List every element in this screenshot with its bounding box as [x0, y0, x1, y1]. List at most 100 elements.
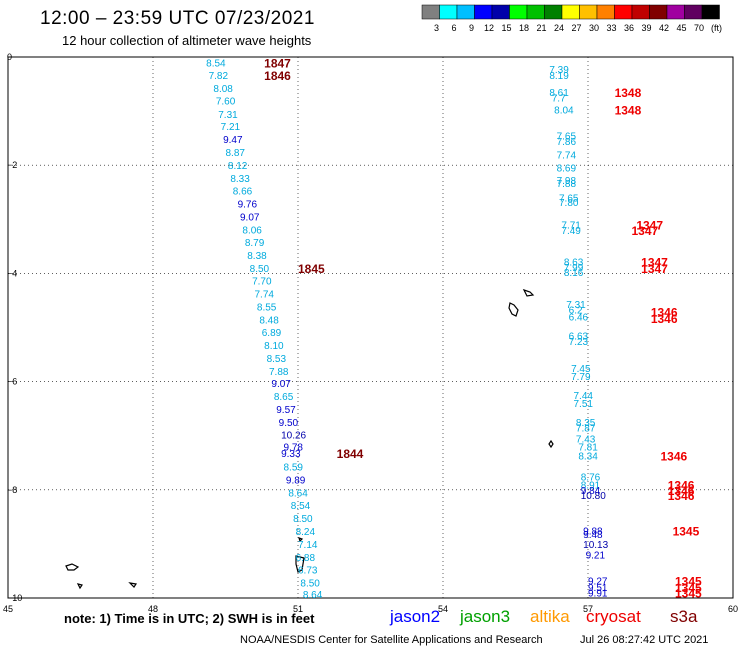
wave-height-value: 7.23 [569, 337, 589, 348]
x-tick-label: 60 [728, 604, 738, 614]
colorbar-label: 24 [554, 23, 564, 33]
wave-height-value: 7.45 [571, 364, 591, 375]
wave-height-value: 9.88 [583, 526, 603, 537]
time-label: 1345 [675, 575, 702, 589]
wave-height-value: 8.08 [213, 84, 233, 95]
colorbar-label: 30 [589, 23, 599, 33]
wave-height-value: 10.26 [281, 431, 306, 442]
colorbar-label: 36 [624, 23, 634, 33]
wave-height-value: 8.79 [245, 238, 265, 249]
colorbar-label: 12 [484, 23, 494, 33]
time-label: 1346 [668, 484, 695, 498]
wave-height-value: 7.86 [557, 137, 577, 148]
wave-height-value: 10.13 [583, 540, 608, 551]
wave-height-value: 8.53 [267, 354, 287, 365]
timestamp-text: Jul 26 08:27:42 UTC 2021 [580, 634, 709, 646]
wave-height-value: 7.88 [557, 179, 577, 190]
wave-height-value: 8.55 [257, 302, 277, 313]
island-outline [76, 583, 83, 590]
page-subtitle: 12 hour collection of altimeter wave hei… [62, 33, 312, 48]
wave-height-value: 7.31 [566, 300, 586, 311]
wave-height-value: 9.91 [588, 589, 608, 600]
wave-height-value: 7.39 [549, 65, 569, 76]
wave-height-value: 7.7 [552, 94, 566, 105]
colorbar-label: 15 [501, 23, 511, 33]
colorbar-label: 39 [641, 23, 651, 33]
island-outline [522, 288, 535, 297]
wave-height-value: 8.63 [564, 257, 584, 268]
wave-height-value: 10.80 [581, 491, 606, 502]
wave-height-value: 7.21 [221, 122, 241, 133]
y-tick-label: −2 [7, 160, 17, 170]
wave-height-value: 8.54 [291, 501, 311, 512]
wave-height-value: 7.31 [218, 110, 238, 121]
wave-height-value: 7.60 [216, 96, 236, 107]
legend-cryosat: cryosat [586, 607, 641, 626]
x-tick-label: 48 [148, 604, 158, 614]
time-label: 1345 [675, 581, 702, 595]
credit-text: NOAA/NESDIS Center for Satellite Applica… [240, 634, 543, 646]
wave-height-value: 8.66 [233, 187, 253, 198]
time-label: 1346 [651, 305, 678, 319]
time-label: 1345 [673, 524, 700, 538]
wave-height-value: 7.14 [298, 540, 318, 551]
colorbar-label: 45 [676, 23, 686, 33]
time-label: 1346 [651, 312, 678, 326]
x-tick-label: 51 [293, 604, 303, 614]
colorbar-swatch [701, 4, 720, 20]
island-outline [295, 555, 305, 573]
wave-height-value: 7.74 [557, 150, 577, 161]
x-tick-label: 57 [583, 604, 593, 614]
colorbar: 3 6 9 12 15 18 21 24 27 30 33 36 39 42 45 70 (ft) [421, 4, 722, 33]
wave-height-value: 6.63 [569, 332, 589, 343]
wave-height-value: 8.65 [274, 392, 294, 403]
wave-height-value: 7.51 [574, 399, 594, 410]
wave-height-value: 8.06 [242, 226, 262, 237]
time-label: 1844 [337, 447, 364, 461]
wave-height-value: 8.33 [230, 174, 250, 185]
island-outline [65, 563, 80, 571]
wave-height-value: 8.61 [549, 88, 569, 99]
wave-height-value: 7.43 [576, 434, 596, 445]
wave-height-value: 8.16 [564, 268, 584, 279]
wave-height-value: 9.89 [286, 476, 306, 487]
time-label: 1346 [668, 478, 695, 492]
wave-height-value: 7.79 [571, 372, 591, 383]
time-label: 1347 [636, 219, 663, 233]
wave-height-value: 7.44 [574, 391, 594, 402]
time-label: 1346 [661, 450, 688, 464]
wave-height-value: 8.69 [557, 163, 577, 174]
y-tick-label: −4 [7, 268, 17, 278]
page-title: 12:00 – 23:59 UTC 07/23/2021 [40, 8, 315, 29]
wave-height-value: 8.50 [293, 514, 313, 525]
wave-height-value: 7.82 [209, 71, 229, 82]
island-outline [548, 439, 554, 449]
wave-height-value: 8.64 [303, 590, 323, 601]
wave-height-value: 8.35 [576, 418, 596, 429]
wave-height-value: 8.48 [259, 315, 279, 326]
y-tick-label: −8 [7, 485, 17, 495]
time-label: 1845 [298, 262, 325, 276]
wave-height-value: 9.57 [276, 405, 296, 416]
wave-height-value: 8.24 [296, 527, 316, 538]
x-tick-label: 54 [438, 604, 448, 614]
colorbar-label: 27 [571, 23, 581, 33]
wave-height-value: 8.19 [549, 71, 569, 82]
wave-height-value: 7.65 [557, 131, 577, 142]
colorbar-label: (ft) [711, 23, 722, 33]
time-label: 1846 [264, 69, 291, 83]
wave-height-value: 8.50 [250, 264, 270, 275]
wave-height-value: 7.74 [255, 289, 275, 300]
time-label: 1847 [264, 56, 291, 70]
colorbar-label: 6 [451, 23, 456, 33]
wave-height-value: 9.76 [238, 200, 258, 211]
wave-height-value: 8.50 [300, 578, 320, 589]
island-outline [128, 582, 138, 588]
wave-height-value: 7.71 [561, 221, 581, 232]
wave-height-value: 8.87 [226, 148, 246, 159]
wave-height-value: 7.88 [269, 367, 289, 378]
wave-height-value: 8.59 [284, 463, 304, 474]
wave-height-value: 7.65 [559, 194, 579, 205]
colorbar-label: 3 [434, 23, 439, 33]
colorbar-label: 9 [469, 23, 474, 33]
